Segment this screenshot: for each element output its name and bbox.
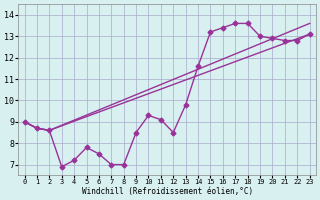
- X-axis label: Windchill (Refroidissement éolien,°C): Windchill (Refroidissement éolien,°C): [82, 187, 253, 196]
